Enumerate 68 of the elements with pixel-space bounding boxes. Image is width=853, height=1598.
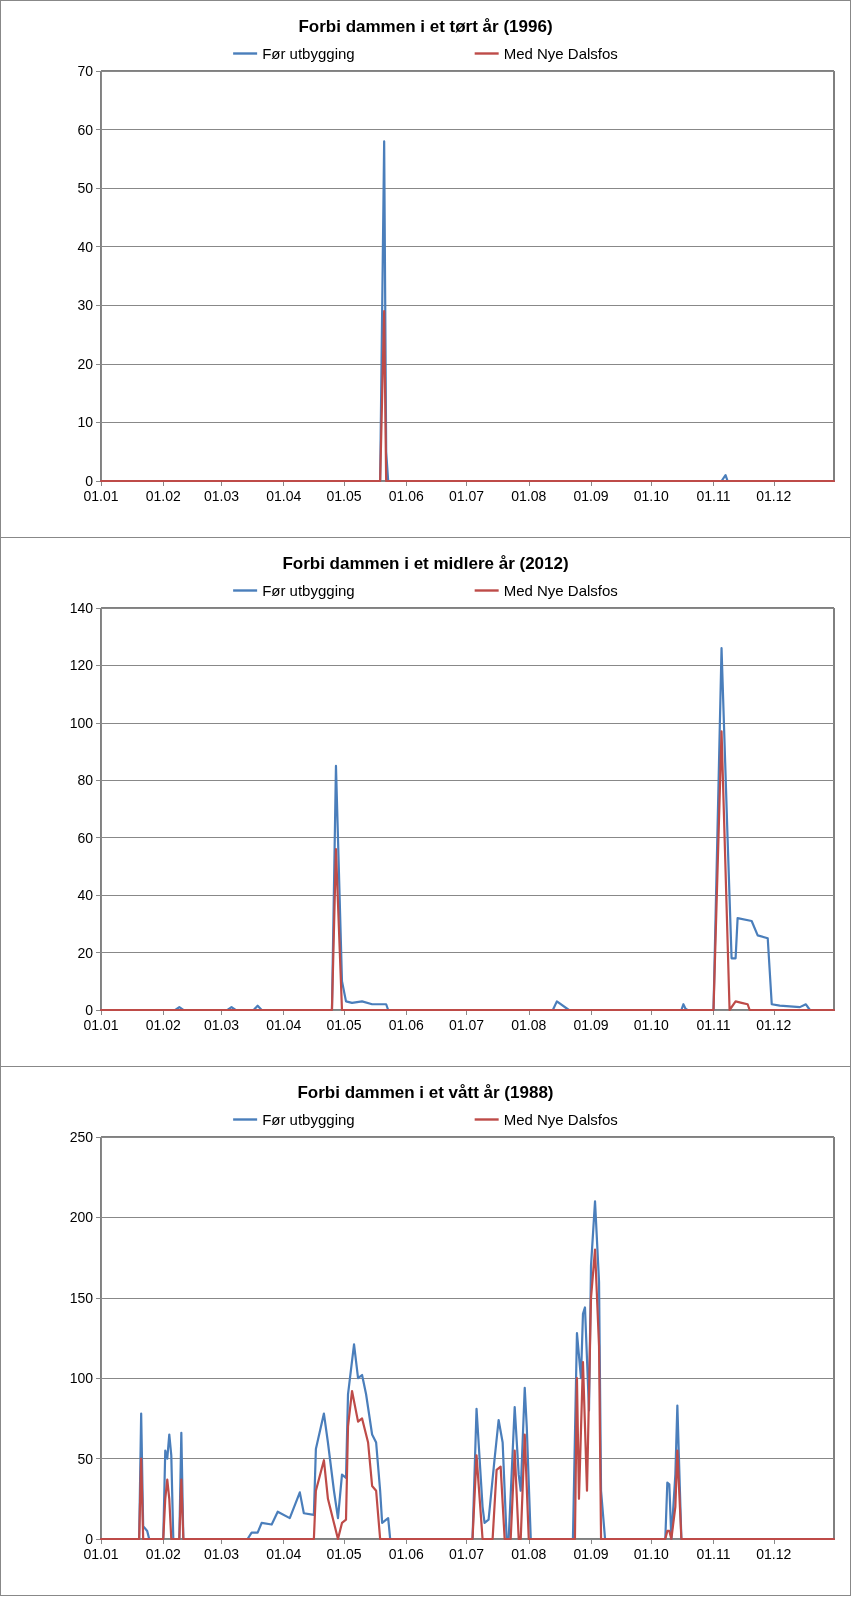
y-tick-label: 250 xyxy=(69,1129,94,1145)
y-tick-label: 120 xyxy=(69,657,94,674)
chart-title: Forbi dammen i et tørt år (1996) xyxy=(298,17,553,36)
x-tick-label: 01.05 xyxy=(326,1546,362,1562)
x-tick-label: 01.02 xyxy=(145,488,181,504)
x-tick-label: 01.01 xyxy=(83,488,119,504)
legend-label: Med Nye Dalsfos xyxy=(503,1111,618,1128)
x-tick-label: 01.05 xyxy=(326,488,362,504)
x-tick-label: 01.04 xyxy=(266,1546,302,1562)
y-tick-label: 70 xyxy=(77,63,94,79)
x-tick-label: 01.06 xyxy=(388,1546,424,1562)
y-tick-label: 0 xyxy=(85,1531,94,1547)
x-tick-label: 01.02 xyxy=(145,1546,181,1562)
x-tick-label: 01.11 xyxy=(696,488,731,504)
x-tick-label: 01.05 xyxy=(326,1017,362,1033)
line-series xyxy=(99,730,836,1012)
y-tick-label: 140 xyxy=(69,600,94,616)
y-tick-label: 0 xyxy=(85,1002,94,1018)
y-tick-label: 100 xyxy=(69,1370,94,1387)
chart-title: Forbi dammen i et vått år (1988) xyxy=(297,1083,554,1102)
x-tick-label: 01.07 xyxy=(448,488,485,504)
y-tick-label: 0 xyxy=(85,473,94,489)
x-tick-label: 01.03 xyxy=(203,1546,240,1562)
x-tick-label: 01.04 xyxy=(266,488,302,504)
x-tick-label: 01.01 xyxy=(83,1017,119,1033)
x-tick-label: 01.02 xyxy=(145,1017,181,1033)
x-tick-label: 01.04 xyxy=(266,1017,302,1033)
y-tick-label: 150 xyxy=(69,1289,94,1306)
x-tick-label: 01.10 xyxy=(633,1017,669,1033)
x-tick-label: 01.12 xyxy=(756,1546,792,1562)
x-tick-label: 01.12 xyxy=(756,488,792,504)
x-tick-label: 01.01 xyxy=(83,1546,119,1562)
y-tick-label: 20 xyxy=(77,944,94,961)
x-tick-label: 01.09 xyxy=(573,1546,609,1562)
x-tick-label: 01.11 xyxy=(696,1546,731,1562)
legend-label: Før utbygging xyxy=(262,1111,355,1128)
x-tick-label: 01.03 xyxy=(203,488,240,504)
x-tick-label: 01.06 xyxy=(388,488,424,504)
y-tick-label: 20 xyxy=(77,355,94,372)
x-tick-label: 01.10 xyxy=(633,1546,669,1562)
x-tick-label: 01.07 xyxy=(448,1546,485,1562)
y-tick-label: 80 xyxy=(77,772,94,789)
y-tick-label: 10 xyxy=(77,414,94,431)
y-tick-label: 40 xyxy=(77,887,94,904)
y-tick-label: 60 xyxy=(77,829,94,846)
x-tick-label: 01.11 xyxy=(696,1017,731,1033)
y-tick-label: 100 xyxy=(69,714,94,731)
x-tick-label: 01.08 xyxy=(511,1017,547,1033)
y-tick-label: 30 xyxy=(77,297,94,314)
legend-label: Før utbygging xyxy=(262,45,355,62)
y-tick-label: 40 xyxy=(77,238,94,255)
x-tick-label: 01.06 xyxy=(388,1017,424,1033)
x-tick-label: 01.08 xyxy=(511,488,547,504)
x-tick-label: 01.10 xyxy=(633,488,669,504)
y-tick-label: 200 xyxy=(69,1209,94,1226)
legend-label: Med Nye Dalsfos xyxy=(503,582,618,599)
x-tick-label: 01.03 xyxy=(203,1017,240,1033)
x-tick-label: 01.07 xyxy=(448,1017,485,1033)
y-tick-label: 50 xyxy=(77,1450,94,1467)
legend-label: Med Nye Dalsfos xyxy=(503,45,618,62)
x-tick-label: 01.08 xyxy=(511,1546,547,1562)
y-tick-label: 50 xyxy=(77,180,94,197)
x-tick-label: 01.09 xyxy=(573,1017,609,1033)
chart-title: Forbi dammen i et midlere år (2012) xyxy=(282,554,569,573)
x-tick-label: 01.12 xyxy=(756,1017,792,1033)
legend-label: Før utbygging xyxy=(262,582,355,599)
y-tick-label: 60 xyxy=(77,121,94,138)
x-tick-label: 01.09 xyxy=(573,488,609,504)
